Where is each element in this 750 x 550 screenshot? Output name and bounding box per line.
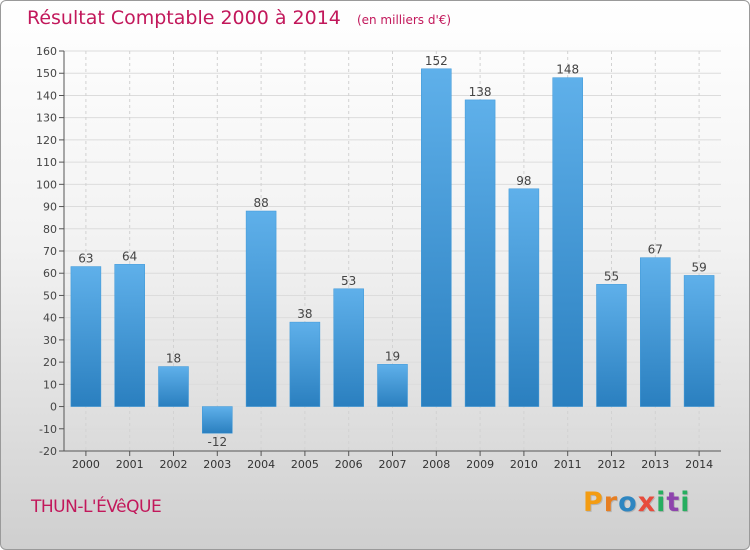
- y-tick-label: 70: [43, 245, 57, 258]
- bar: [596, 284, 627, 407]
- y-tick-label: 50: [43, 289, 57, 302]
- x-tick-label: 2010: [510, 458, 538, 471]
- x-tick-label: 2001: [116, 458, 144, 471]
- brand-letter: o: [618, 487, 638, 518]
- y-tick-label: 160: [36, 45, 57, 58]
- y-tick-label: 140: [36, 89, 57, 102]
- x-tick-label: 2013: [641, 458, 669, 471]
- data-label: 152: [425, 54, 448, 68]
- bar: [552, 77, 583, 407]
- x-tick-label: 2003: [203, 458, 231, 471]
- x-tick-label: 2009: [466, 458, 494, 471]
- data-label: 148: [556, 63, 579, 77]
- x-tick-label: 2011: [554, 458, 582, 471]
- y-tick-label: 110: [36, 156, 57, 169]
- y-tick-label: 130: [36, 112, 57, 125]
- data-label: 59: [691, 260, 706, 274]
- x-tick-label: 2005: [291, 458, 319, 471]
- y-tick-label: 90: [43, 201, 57, 214]
- y-tick-label: 60: [43, 267, 57, 280]
- y-tick-label: -10: [39, 423, 57, 436]
- data-label: 19: [385, 349, 400, 363]
- bar: [158, 366, 189, 407]
- data-label: 55: [604, 269, 619, 283]
- bar: [289, 321, 321, 407]
- brand-letter: r: [603, 487, 619, 518]
- bar: [377, 364, 408, 407]
- x-tick-label: 2014: [685, 458, 713, 471]
- y-tick-label: 150: [36, 67, 57, 80]
- y-tick-label: -20: [39, 445, 57, 458]
- data-label: 63: [78, 252, 93, 266]
- data-label: 53: [341, 274, 356, 288]
- x-tick-label: 2008: [422, 458, 450, 471]
- data-label: 67: [648, 243, 663, 257]
- data-label: 64: [122, 249, 137, 263]
- bar: [70, 266, 102, 407]
- x-tick-label: 2007: [379, 458, 407, 471]
- bar: [464, 99, 496, 407]
- bar: [508, 188, 540, 407]
- bar: [333, 288, 364, 407]
- axes: -20 -10 0 10 20 30 40 50 60 70 80 90 100 110 120 130 140…: [36, 45, 721, 471]
- data-label: 18: [166, 352, 181, 366]
- bar: [421, 68, 452, 407]
- x-tick-label: 2004: [247, 458, 275, 471]
- chart-title-text: Résultat Comptable 2000 à 2014: [27, 7, 341, 29]
- y-tick-label: 0: [50, 401, 57, 414]
- bar: [114, 264, 145, 407]
- data-label: 38: [297, 307, 312, 321]
- town-name: THUN-L'ÉVêQUE: [31, 497, 162, 517]
- y-tick-label: 120: [36, 134, 57, 147]
- bar: [683, 275, 715, 407]
- x-tick-label: 2000: [72, 458, 100, 471]
- y-tick-label: 40: [43, 312, 57, 325]
- data-label: -12: [207, 435, 227, 449]
- chart-title: Résultat Comptable 2000 à 2014 (en milli…: [27, 7, 451, 29]
- data-label: 138: [469, 85, 492, 99]
- data-label: 98: [516, 174, 531, 188]
- brand-letter: i: [680, 487, 691, 518]
- bar: [202, 406, 233, 434]
- y-tick-label: 10: [43, 378, 57, 391]
- bar: [640, 257, 671, 407]
- chart-subtitle: (en milliers d'€): [356, 13, 452, 27]
- x-tick-label: 2002: [160, 458, 188, 471]
- data-labels: 63 64 18 -12 88 38 53 19 152 138 98 148 55 67 59: [78, 54, 706, 449]
- y-tick-label: 30: [43, 334, 57, 347]
- y-tick-label: 20: [43, 356, 57, 369]
- data-label: 88: [253, 196, 268, 210]
- x-tick-label: 2006: [335, 458, 363, 471]
- brand-letter: i: [656, 487, 667, 518]
- y-tick-label: 100: [36, 178, 57, 191]
- brand-logo[interactable]: Proxiti: [583, 487, 691, 518]
- bar: [245, 210, 277, 407]
- brand-letter: t: [666, 487, 681, 518]
- brand-letter: P: [583, 487, 604, 518]
- bars: [70, 68, 715, 434]
- brand-letter: x: [637, 487, 657, 518]
- y-tick-label: 80: [43, 223, 57, 236]
- x-tick-label: 2012: [598, 458, 626, 471]
